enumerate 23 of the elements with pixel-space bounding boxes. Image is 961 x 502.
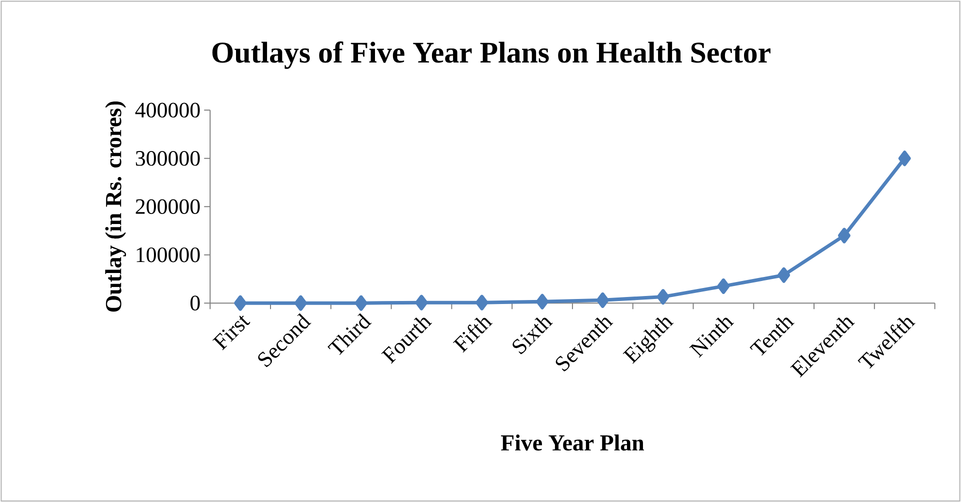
point (898, 150, 911, 166)
point (596, 292, 609, 308)
point (838, 228, 850, 244)
point (294, 295, 307, 311)
point (778, 267, 790, 283)
x-tick-label: Sixth (512, 317, 553, 354)
point (234, 295, 247, 311)
x-tick-label: Fifth (452, 318, 493, 353)
y-tick-label: 0 (190, 296, 200, 310)
chart-title: Outlays of Five Year Plans on Health Sector (212, 41, 770, 69)
point (476, 294, 488, 310)
y-tick-label: 300000 (136, 150, 200, 166)
point (354, 295, 368, 311)
x-axis-title: Five Year Plan (500, 434, 644, 451)
point (717, 278, 730, 294)
point (536, 294, 549, 310)
point (656, 288, 670, 304)
y-axis-title: Outlay (in Rs. crores) (105, 101, 126, 312)
y-tick-label: 200000 (136, 199, 200, 214)
y-tick-label: 100000 (136, 247, 200, 262)
point (415, 294, 428, 310)
x-tick-label: First (212, 316, 250, 350)
y-tick-label: 400000 (135, 102, 200, 118)
